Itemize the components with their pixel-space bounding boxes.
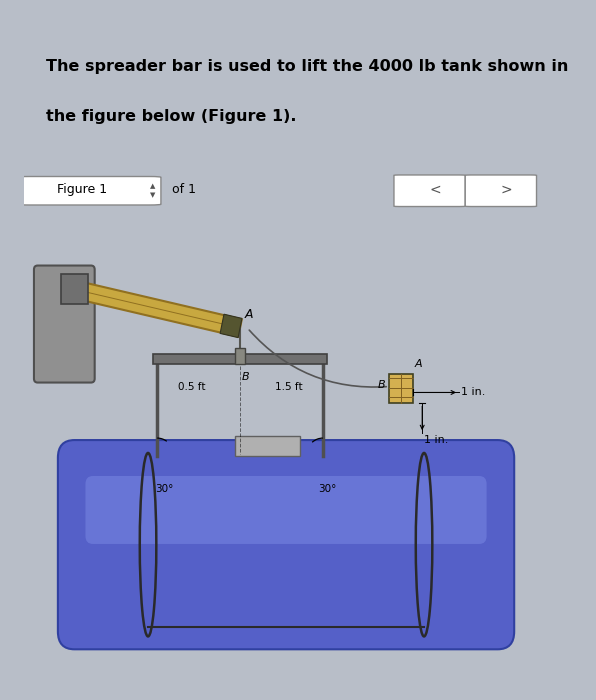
Text: B: B (378, 379, 386, 389)
FancyBboxPatch shape (465, 175, 536, 206)
Text: B: B (242, 372, 250, 382)
FancyBboxPatch shape (394, 175, 465, 206)
FancyBboxPatch shape (85, 476, 486, 544)
FancyArrowPatch shape (249, 330, 386, 387)
Text: A: A (244, 308, 253, 321)
Bar (153, 354, 327, 364)
Text: 0.5 ft: 0.5 ft (178, 382, 206, 391)
FancyBboxPatch shape (34, 265, 95, 382)
Text: 1 in.: 1 in. (424, 435, 448, 445)
Text: of 1: of 1 (172, 183, 196, 197)
Bar (61, 274, 88, 304)
Bar (235, 436, 300, 456)
Text: <: < (429, 183, 441, 197)
FancyBboxPatch shape (18, 176, 161, 205)
FancyBboxPatch shape (58, 440, 514, 650)
Text: The spreader bar is used to lift the 4000 lb tank shown in: The spreader bar is used to lift the 400… (46, 59, 568, 74)
Text: 30°: 30° (318, 484, 337, 494)
Text: ▲: ▲ (150, 183, 156, 189)
Text: 1.5 ft: 1.5 ft (275, 382, 302, 391)
Text: >: > (501, 183, 512, 197)
Text: 1 in.: 1 in. (461, 388, 485, 398)
Text: 30°: 30° (156, 484, 174, 494)
Bar (389, 374, 413, 403)
Text: the figure below (Figure 1).: the figure below (Figure 1). (46, 109, 296, 124)
Bar (235, 348, 244, 364)
Polygon shape (73, 281, 242, 337)
Polygon shape (220, 314, 242, 337)
Text: Figure 1: Figure 1 (57, 183, 107, 197)
Text: A: A (415, 358, 423, 369)
Text: ▼: ▼ (150, 193, 156, 198)
